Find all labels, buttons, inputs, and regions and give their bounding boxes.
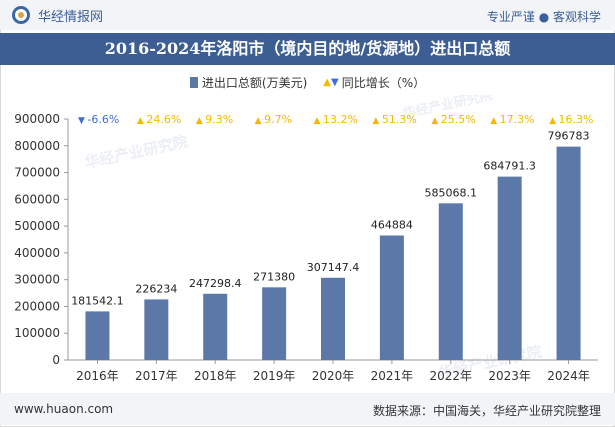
x-tick-label: 2017年 <box>135 369 178 383</box>
legend-bar-swatch <box>189 76 198 88</box>
growth-up-icon: ▲ <box>255 116 262 126</box>
bar <box>438 203 463 360</box>
bar-chart: 华经产业研究院华经产业研究院华经产业研究院0100000200000300000… <box>14 95 598 383</box>
bar <box>85 311 110 360</box>
bar <box>379 235 404 360</box>
footer-source: 数据来源：中国海关，华经产业研究院整理 <box>372 404 601 418</box>
x-tick-label: 2021年 <box>371 369 414 383</box>
growth-up-icon: ▲ <box>431 116 438 126</box>
bar <box>321 277 345 360</box>
growth-arrows-icon: ▲▼ <box>323 76 339 88</box>
x-tick-label: 2018年 <box>194 369 237 383</box>
bar-value-label: 585068.1 <box>425 186 478 199</box>
legend-growth-label: 同比增长（%） <box>341 75 426 90</box>
bar-value-label: 464884 <box>371 219 413 232</box>
y-tick-label: 500000 <box>14 219 60 233</box>
y-tick-label: 900000 <box>14 112 60 126</box>
bar <box>262 287 287 360</box>
legend-series: 进出口总额(万美元) <box>189 74 308 91</box>
watermark: 华经产业研究院 <box>83 132 189 171</box>
footer: www.huaon.com 数据来源：中国海关，华经产业研究院整理 <box>0 393 615 425</box>
brand: 华经情报网 <box>12 6 104 25</box>
y-tick-label: 300000 <box>14 273 60 287</box>
y-tick-label: 0 <box>52 353 60 367</box>
bar-value-label: 181542.1 <box>71 294 124 307</box>
bar <box>203 293 228 360</box>
legend-series-label: 进出口总额(万美元) <box>201 75 308 90</box>
top-bar: 华经情报网 专业严谨 ● 客观科学 <box>0 0 615 30</box>
bar-value-label: 271380 <box>253 270 295 283</box>
growth-down-icon: ▼ <box>78 116 85 126</box>
growth-up-icon: ▲ <box>137 116 144 126</box>
growth-label: 25.5% <box>441 113 476 126</box>
y-tick-label: 800000 <box>14 139 60 153</box>
x-tick-label: 2022年 <box>430 369 473 383</box>
growth-label: 9.7% <box>264 113 292 126</box>
tagline: 专业严谨 ● 客观科学 <box>486 10 601 24</box>
x-tick-label: 2023年 <box>488 369 531 383</box>
bar-value-label: 247298.4 <box>189 277 242 290</box>
bar-value-label: 307147.4 <box>307 261 360 274</box>
y-tick-label: 700000 <box>14 166 60 180</box>
y-tick-label: 400000 <box>14 246 60 260</box>
footer-site: www.huaon.com <box>14 402 114 416</box>
x-tick-label: 2024年 <box>547 369 590 383</box>
bar-value-label: 796783 <box>548 130 590 143</box>
growth-label: 13.2% <box>323 113 358 126</box>
y-tick-label: 600000 <box>14 192 60 206</box>
x-tick-label: 2019年 <box>253 369 296 383</box>
growth-up-icon: ▲ <box>372 116 379 126</box>
growth-label: 24.6% <box>146 113 181 126</box>
brand-logo-icon <box>12 6 30 24</box>
bar <box>556 146 581 360</box>
brand-name: 华经情报网 <box>38 9 104 25</box>
growth-up-icon: ▲ <box>196 116 203 126</box>
growth-up-icon: ▲ <box>549 116 556 126</box>
y-tick-label: 100000 <box>14 326 60 340</box>
bar-value-label: 226234 <box>135 282 177 295</box>
bar <box>497 176 522 360</box>
bar <box>144 299 169 360</box>
x-tick-label: 2020年 <box>312 369 355 383</box>
growth-label: 16.3% <box>559 113 594 126</box>
growth-label: 51.3% <box>382 113 417 126</box>
growth-label: 9.3% <box>205 113 233 126</box>
legend-growth: ▲▼ 同比增长（%） <box>307 74 425 91</box>
growth-label: 17.3% <box>500 113 535 126</box>
x-tick-label: 2016年 <box>76 369 119 383</box>
legend: 进出口总额(万美元) ▲▼ 同比增长（%） <box>0 73 615 91</box>
chart-title: 2016-2024年洛阳市（境内目的地/货源地）进出口总额 <box>0 33 615 65</box>
bar-value-label: 684791.3 <box>483 160 536 173</box>
y-tick-label: 200000 <box>14 299 60 313</box>
growth-up-icon: ▲ <box>314 116 321 126</box>
growth-label: -6.6% <box>87 113 119 126</box>
growth-up-icon: ▲ <box>490 116 497 126</box>
